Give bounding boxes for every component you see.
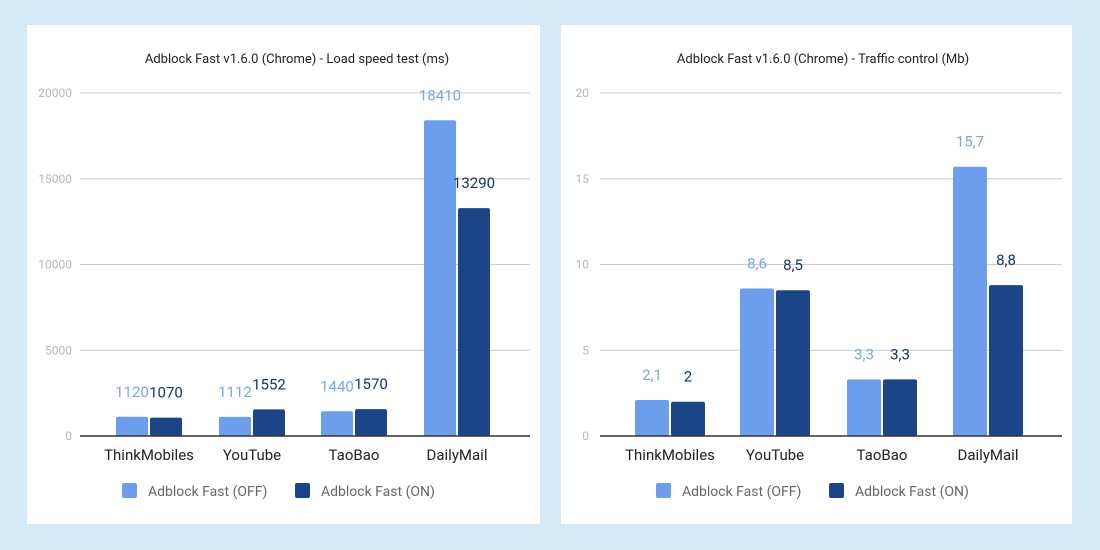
bar-off	[116, 416, 148, 436]
bar-on	[355, 409, 387, 436]
legend-swatch-on	[829, 483, 844, 498]
x-tick-label: DailyMail	[427, 446, 488, 464]
data-label: 15,7	[956, 133, 984, 151]
data-label: 1552	[252, 375, 286, 393]
data-label: 3,3	[890, 345, 910, 363]
data-label: 2,1	[642, 366, 662, 384]
bar-off	[321, 411, 353, 436]
y-tick-label: 10000	[38, 258, 72, 272]
data-label: 8,6	[747, 255, 767, 273]
legend-label: Adblock Fast (ON)	[855, 484, 969, 500]
bar-on	[150, 417, 182, 436]
bar-off	[424, 120, 456, 437]
traffic-control-chart: Adblock Fast v1.6.0 (Chrome) - Traffic c…	[576, 52, 1062, 500]
y-tick-label: 0	[65, 429, 72, 443]
x-tick-label: TaoBao	[857, 446, 908, 464]
legend-swatch-off	[656, 483, 671, 498]
data-label: 1120	[115, 383, 149, 401]
bar-on	[883, 379, 917, 436]
bar-off	[953, 166, 987, 436]
x-tick-label: TaoBao	[329, 446, 380, 464]
y-tick-label: 15000	[38, 172, 72, 186]
bar-off	[740, 288, 774, 436]
x-tick-label: ThinkMobiles	[625, 446, 715, 464]
bar-on	[776, 290, 810, 436]
bar-on	[671, 401, 705, 436]
legend-label: Adblock Fast (OFF)	[682, 484, 801, 500]
data-label: 2	[684, 368, 692, 386]
data-label: 3,3	[854, 345, 874, 363]
bar-on	[989, 285, 1023, 436]
x-tick-label: ThinkMobiles	[104, 446, 194, 464]
traffic-control-chart-panel: Adblock Fast v1.6.0 (Chrome) - Traffic c…	[561, 25, 1072, 524]
legend-swatch-off	[122, 483, 137, 498]
bar-off	[219, 416, 251, 436]
load-speed-chart-panel: Adblock Fast v1.6.0 (Chrome) - Load spee…	[27, 25, 540, 524]
data-label: 1440	[320, 377, 354, 395]
data-label: 18410	[419, 86, 461, 104]
bar-on	[253, 409, 285, 436]
data-label: 1070	[149, 384, 183, 402]
chart-title: Adblock Fast v1.6.0 (Chrome) - Load spee…	[145, 52, 449, 67]
bar-off	[635, 399, 669, 436]
bar-off	[847, 379, 881, 436]
legend-swatch-on	[295, 483, 310, 498]
x-tick-label: DailyMail	[958, 446, 1019, 464]
data-label: 8,8	[996, 251, 1016, 269]
y-tick-label: 20	[576, 86, 590, 100]
x-tick-label: YouTube	[746, 446, 804, 464]
y-tick-label: 5000	[45, 343, 72, 357]
chart-title: Adblock Fast v1.6.0 (Chrome) - Traffic c…	[677, 52, 969, 67]
bar-on	[458, 208, 490, 436]
y-tick-label: 20000	[38, 86, 72, 100]
y-tick-label: 10	[576, 258, 590, 272]
x-tick-label: YouTube	[223, 446, 281, 464]
data-label: 8,5	[783, 256, 803, 274]
data-label: 1112	[218, 383, 252, 401]
y-tick-label: 5	[582, 343, 589, 357]
y-tick-label: 15	[576, 172, 590, 186]
data-label: 1570	[354, 375, 388, 393]
y-tick-label: 0	[582, 429, 589, 443]
load-speed-chart: Adblock Fast v1.6.0 (Chrome) - Load spee…	[38, 52, 530, 500]
legend-label: Adblock Fast (OFF)	[148, 484, 267, 500]
legend-label: Adblock Fast (ON)	[321, 484, 435, 500]
data-label: 13290	[453, 174, 495, 192]
